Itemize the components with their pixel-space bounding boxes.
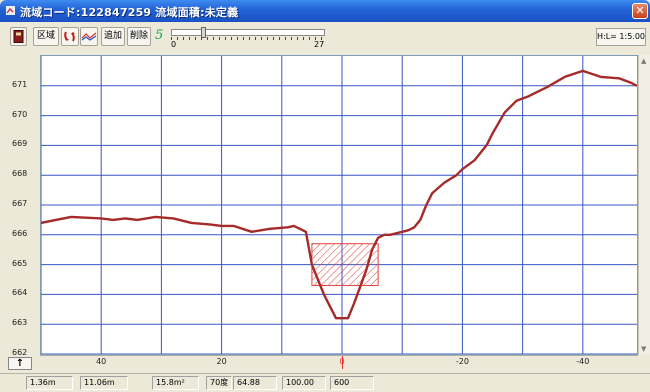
count-indicator: 5: [155, 28, 164, 43]
y-tick-label: 669: [12, 139, 28, 149]
profile-lines-icon: [81, 32, 97, 41]
profile-lines-button[interactable]: [80, 27, 98, 46]
delete-button[interactable]: 削除: [127, 27, 151, 46]
x-axis: 40200-20-40: [40, 355, 638, 369]
y-tick-label: 667: [12, 199, 28, 208]
scale-ratio-button[interactable]: H:L= 1:5.00: [596, 28, 646, 46]
section-slider[interactable]: 0 27: [169, 27, 329, 49]
y-tick-label: 662: [12, 348, 28, 357]
y-tick-label: 665: [12, 258, 28, 268]
title-bar: 流域コード:122847259 流域面積:未定義 ✕: [0, 0, 650, 22]
status-depth: 1.36m: [26, 376, 73, 390]
x-tick-label: 40: [96, 357, 107, 366]
up-arrow-button[interactable]: ↑: [8, 357, 32, 370]
vertical-scrollbar[interactable]: ▲ ▼: [638, 55, 650, 355]
x-tick-label: -20: [455, 357, 469, 366]
close-button[interactable]: ✕: [632, 3, 648, 19]
status-value-b: 100.00: [282, 376, 326, 390]
toolbar: 区域 追加 削除 5 0 27 H:L= 1:5.00: [0, 22, 650, 52]
y-tick-label: 670: [12, 109, 28, 119]
scroll-down-icon[interactable]: ▼: [641, 345, 647, 353]
book-icon-button[interactable]: [10, 27, 27, 46]
status-area: 15.8m²: [152, 376, 199, 390]
status-value-a: 64.88: [233, 376, 277, 390]
swap-arrows-icon: [64, 31, 75, 42]
y-tick-label: 668: [12, 169, 28, 179]
slider-ticks: [171, 37, 325, 40]
center-marker: [342, 356, 343, 369]
window-title: 流域コード:122847259 流域面積:未定義: [20, 6, 239, 19]
y-tick-label: 663: [12, 318, 28, 328]
scroll-up-icon[interactable]: ▲: [641, 57, 647, 65]
region-button[interactable]: 区域: [33, 27, 59, 46]
y-tick-label: 666: [12, 228, 28, 238]
cross-section-plot[interactable]: [40, 55, 638, 355]
swap-arrows-button[interactable]: [61, 27, 79, 46]
add-button[interactable]: 追加: [101, 27, 125, 46]
x-tick-label: -40: [576, 357, 590, 366]
profile-chart: [40, 56, 638, 355]
x-tick-label: 20: [216, 357, 227, 366]
status-angle: 70度: [206, 376, 232, 390]
status-value-c: 600: [330, 376, 374, 390]
slider-min-label: 0: [171, 40, 177, 49]
book-icon: [13, 30, 24, 43]
app-icon: [6, 6, 15, 15]
status-width: 11.06m: [80, 376, 128, 390]
y-tick-label: 671: [12, 79, 28, 89]
status-bar: 1.36m 11.06m 15.8m² 70度 64.88 100.00 600: [0, 373, 650, 392]
slider-rail[interactable]: [171, 29, 325, 36]
y-axis: 671 670 669 668 667 666 665 664 663 662: [8, 55, 38, 357]
y-tick-label: 664: [12, 288, 28, 298]
profile-line-series-0: [40, 69, 638, 320]
slider-max-label: 27: [314, 40, 325, 49]
